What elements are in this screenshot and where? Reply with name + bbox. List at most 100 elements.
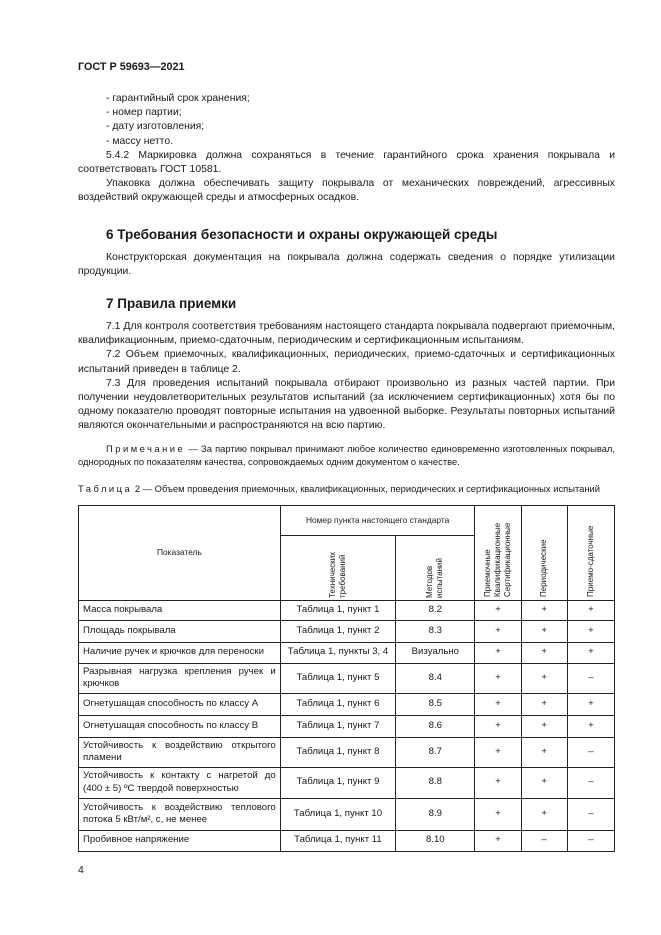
table-row: Площадь покрывала Таблица 1, пункт 2 8.3 + +… xyxy=(78,619,616,643)
cell-delivery: – xyxy=(566,829,616,852)
cell-acceptance: + xyxy=(474,766,522,799)
table-row: Огнетушащая способность по классу В Табли… xyxy=(78,714,616,738)
cell-periodic: + xyxy=(520,692,568,716)
cell-method: 8.2 xyxy=(395,599,476,621)
section-7-title: 7 Правила приемки xyxy=(106,296,237,312)
table-row: Устойчивость к контакту с нагретой до (4… xyxy=(78,766,616,799)
header-test-methods: Методов испытаний xyxy=(425,557,445,598)
table-row: Устойчивость к воздействию теплового пот… xyxy=(78,797,616,831)
cell-tech: Таблица 1, пункты 3, 4 xyxy=(279,641,397,664)
cell-delivery: + xyxy=(566,641,616,664)
section-6-title: 6 Требования безопасности и охраны окруж… xyxy=(106,226,498,242)
header-indicator: Показатель xyxy=(78,504,281,601)
cell-indicator: Пробивное напряжение xyxy=(78,829,281,852)
cell-method: 8.8 xyxy=(395,766,476,799)
list-item: - массу нетто. xyxy=(106,135,173,147)
marking-list: - гарантийный срок хранения; - номер пар… xyxy=(78,92,615,206)
cell-indicator: Наличие ручек и крючков для переноски xyxy=(78,641,281,664)
cell-method: 8.4 xyxy=(395,662,476,694)
cell-delivery: – xyxy=(566,662,616,694)
paragraph-5-4-2: 5.4.2 Маркировка должна сохраняться в те… xyxy=(78,149,615,176)
cell-indicator: Площадь покрывала xyxy=(78,619,281,643)
header-delivery: Приемо-сдаточные xyxy=(585,525,595,597)
table-row: Наличие ручек и крючков для переноски Таб… xyxy=(78,641,616,664)
cell-method: Визуально xyxy=(395,641,476,664)
cell-acceptance: + xyxy=(474,829,522,852)
cell-indicator: Масса покрывала xyxy=(78,599,281,621)
cell-periodic: + xyxy=(520,797,568,831)
cell-delivery: + xyxy=(566,599,616,621)
note: Примечание — За партию покрывал принимаю… xyxy=(78,442,615,468)
cell-periodic: + xyxy=(520,766,568,799)
cell-delivery: + xyxy=(566,619,616,643)
cell-method: 8.5 xyxy=(395,692,476,716)
header-tech-requirements: Технических требований xyxy=(327,551,347,598)
cell-tech: Таблица 1, пункт 8 xyxy=(279,736,397,768)
paragraph-packaging: Упаковка должна обеспечивать защиту покр… xyxy=(78,178,615,204)
note-label: Примечание xyxy=(106,442,186,454)
header-acceptance: Приемочные Квалификационные Сертификацио… xyxy=(483,522,513,597)
cell-method: 8.3 xyxy=(395,619,476,643)
cell-periodic: + xyxy=(520,641,568,664)
section-6-text: Конструкторская документация на покрывал… xyxy=(78,251,615,277)
cell-periodic: + xyxy=(520,662,568,694)
cell-tech: Таблица 1, пункт 10 xyxy=(279,797,397,831)
cell-method: 8.6 xyxy=(395,714,476,738)
list-item: - гарантийный срок хранения; xyxy=(106,93,250,104)
list-item: - номер партии; xyxy=(106,107,182,119)
note-text: — За партию покрывал принимают любое кол… xyxy=(78,442,615,467)
cell-acceptance: + xyxy=(474,599,522,621)
cell-tech: Таблица 1, пункт 2 xyxy=(279,619,397,643)
cell-tech: Таблица 1, пункт 11 xyxy=(279,829,397,852)
cell-indicator: Огнетушащая способность по классу В xyxy=(78,714,281,738)
table-2: Показатель Номер пункта настоящего станд… xyxy=(78,504,616,852)
cell-delivery: – xyxy=(566,766,616,799)
table-label: Таблица xyxy=(78,482,133,494)
header-clause-group: Номер пункта настоящего стандарта xyxy=(279,504,476,536)
document-header: ГОСТ Р 59693—2021 xyxy=(78,61,185,73)
cell-acceptance: + xyxy=(474,619,522,643)
table-row: Пробивное напряжение Таблица 1, пункт 11 8… xyxy=(78,829,616,852)
cell-periodic: + xyxy=(520,599,568,621)
cell-tech: Таблица 1, пункт 5 xyxy=(279,662,397,694)
page-number: 4 xyxy=(78,864,84,876)
table-caption-text: 2 — Объем проведения приемочных, квалифи… xyxy=(132,482,601,494)
cell-indicator: Устойчивость к воздействию открытого пла… xyxy=(78,736,281,768)
cell-delivery: + xyxy=(566,692,616,716)
table-row: Масса покрывала Таблица 1, пункт 1 8.2 + + + xyxy=(78,599,616,621)
cell-periodic: + xyxy=(520,736,568,768)
cell-method: 8.10 xyxy=(395,829,476,852)
cell-method: 8.9 xyxy=(395,797,476,831)
table-row: Огнетушащая способность по классу А Табли… xyxy=(78,692,616,716)
cell-delivery: + xyxy=(566,714,616,738)
paragraph-7-3: 7.3 Для проведения испытаний покрывала о… xyxy=(78,377,615,432)
cell-indicator: Устойчивость к воздействию теплового пот… xyxy=(78,797,281,831)
cell-indicator: Разрывная нагрузка крепления ручек и крю… xyxy=(78,662,281,694)
cell-indicator: Устойчивость к контакту с нагретой до (4… xyxy=(78,766,281,799)
header-periodic: Периодические xyxy=(539,539,549,597)
cell-acceptance: + xyxy=(474,641,522,664)
cell-delivery: – xyxy=(566,797,616,831)
cell-periodic: + xyxy=(520,714,568,738)
list-item: - дату изготовления; xyxy=(106,121,205,133)
cell-acceptance: + xyxy=(474,692,522,716)
cell-delivery: – xyxy=(566,736,616,768)
cell-acceptance: + xyxy=(474,662,522,694)
cell-acceptance: + xyxy=(474,797,522,831)
cell-method: 8.7 xyxy=(395,736,476,768)
table-caption: Таблица 2 — Объем проведения приемочных,… xyxy=(78,482,615,495)
cell-periodic: + xyxy=(520,619,568,643)
paragraph-7-1: 7.1 Для контроля соответствия требования… xyxy=(78,321,615,347)
cell-acceptance: + xyxy=(474,714,522,738)
table-row: Разрывная нагрузка крепления ручек и крю… xyxy=(78,662,616,694)
cell-tech: Таблица 1, пункт 6 xyxy=(279,692,397,716)
cell-acceptance: + xyxy=(474,736,522,768)
cell-indicator: Огнетушащая способность по классу А xyxy=(78,692,281,716)
table-row: Устойчивость к воздействию открытого пла… xyxy=(78,736,616,768)
cell-tech: Таблица 1, пункт 1 xyxy=(279,599,397,621)
paragraph-7-2: 7.2 Объем приемочных, квалификационных, … xyxy=(78,349,615,375)
cell-periodic: – xyxy=(520,829,568,852)
cell-tech: Таблица 1, пункт 7 xyxy=(279,714,397,738)
cell-tech: Таблица 1, пункт 9 xyxy=(279,766,397,799)
